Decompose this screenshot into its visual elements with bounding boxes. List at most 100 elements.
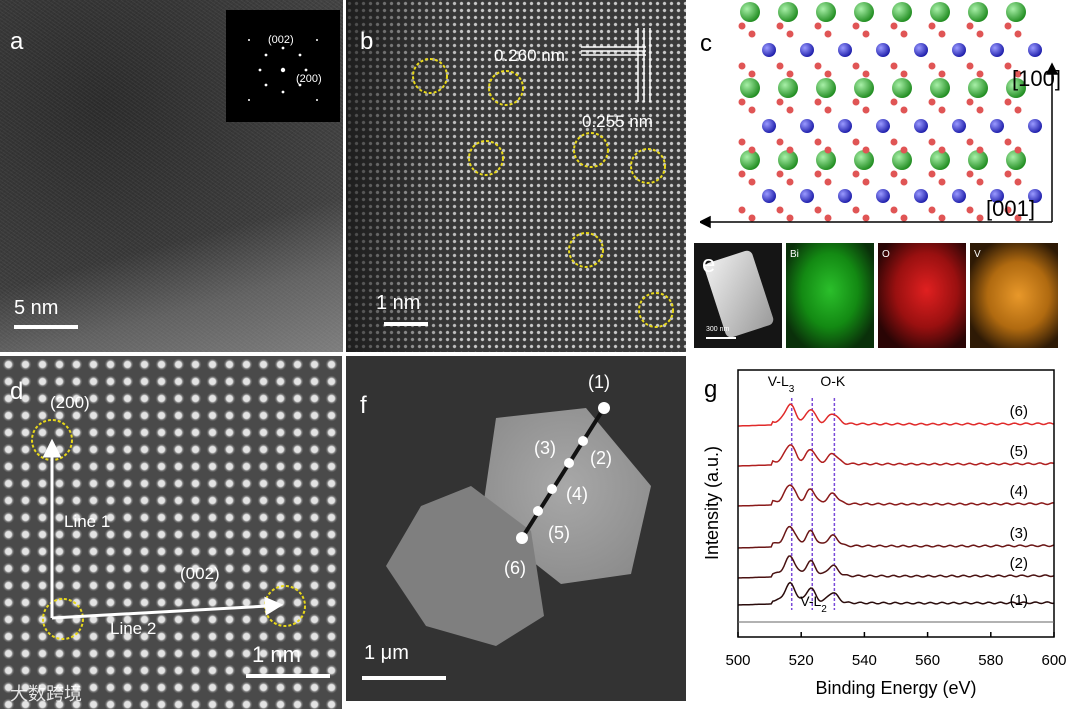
o-atom [814, 170, 822, 178]
bi-atom [930, 2, 950, 22]
o-atom [900, 146, 908, 154]
series-label: (2) [1010, 555, 1028, 572]
o-atom [1004, 138, 1012, 146]
peak-label-v-l3: V-L3 [768, 373, 795, 395]
scale-bar-line [706, 337, 736, 339]
bi-atom [968, 78, 988, 98]
scale-bar-line [384, 322, 428, 326]
o-atom [1004, 22, 1012, 30]
o-atom [890, 22, 898, 30]
o-atom [1014, 146, 1022, 154]
scan-point-4 [547, 484, 557, 494]
map-label-bi: Bi [790, 249, 799, 260]
spectra-lines [737, 403, 1055, 606]
bi-atom [740, 2, 760, 22]
o-atom [890, 206, 898, 214]
o-atom [748, 214, 756, 222]
panel-label-b: b [360, 28, 374, 55]
point-label-1: (1) [588, 372, 610, 392]
o-atom [862, 146, 870, 154]
panel-label-c: c [700, 30, 712, 57]
o-atom [748, 146, 756, 154]
v-map: V [970, 243, 1058, 348]
bi-atom [740, 78, 760, 98]
point-label-4: (4) [566, 484, 588, 504]
bi-atom [1006, 78, 1026, 98]
o-atom [1014, 106, 1022, 114]
x-tick-label: 540 [852, 652, 877, 669]
series-line [737, 484, 1054, 507]
o-atom [862, 30, 870, 38]
crystal-lattice [700, 2, 1059, 229]
v-atom [762, 189, 776, 203]
o-atom [890, 62, 898, 70]
o-atom [1004, 98, 1012, 106]
o-atom [938, 70, 946, 78]
bi-atom [1006, 2, 1026, 22]
o-atom [928, 22, 936, 30]
series-line [738, 403, 1055, 427]
o-atom [862, 178, 870, 186]
o-atom [966, 138, 974, 146]
v-atom [800, 119, 814, 133]
bi-atom [854, 2, 874, 22]
o-atom [966, 22, 974, 30]
o-atom [900, 214, 908, 222]
bi-atom [968, 150, 988, 170]
series-line [737, 581, 1055, 606]
v-atom [838, 189, 852, 203]
o-atom [976, 70, 984, 78]
o-atom [1004, 62, 1012, 70]
bi-atom [740, 150, 760, 170]
series-line [737, 555, 1055, 579]
scale-bar-line [246, 674, 330, 678]
plot-frame [737, 369, 1055, 638]
o-atom [852, 170, 860, 178]
o-atom [776, 206, 784, 214]
o-atom [738, 138, 746, 146]
o-atom [900, 178, 908, 186]
o-atom [786, 178, 794, 186]
plane-label-200: (200) [50, 393, 90, 412]
v-atom [914, 189, 928, 203]
o-atom [776, 98, 784, 106]
particle-image [386, 402, 651, 646]
scale-bar-label: 1 nm [252, 642, 301, 667]
sample-edge [0, 162, 343, 352]
bi-atom [778, 2, 798, 22]
v-atom [800, 189, 814, 203]
fft-inset: (002) (200) [226, 10, 340, 122]
o-atom [786, 146, 794, 154]
d-spacing-label-2: 0.255 nm [582, 112, 653, 131]
v-atom [838, 119, 852, 133]
o-atom [738, 206, 746, 214]
x-tick-label: 500 [725, 652, 750, 669]
scale-bar-label: 1 μm [364, 642, 409, 664]
panel-d-haadf-image: d (200) Line 1 (002) Line 2 1 nm [0, 356, 342, 709]
series-labels: (1) (2) (3) (4) (5) (6) [1010, 403, 1028, 609]
scale-bar-label: 300 nm [706, 326, 730, 333]
o-atom [976, 30, 984, 38]
point-label-6: (6) [504, 558, 526, 578]
scale-bar-line [14, 325, 78, 329]
o-atom [890, 98, 898, 106]
o-atom [814, 206, 822, 214]
v-atom [1028, 119, 1042, 133]
v-atom [914, 43, 928, 57]
scan-point-3 [564, 458, 574, 468]
v-atom [952, 189, 966, 203]
panel-c-crystal-structure: c [100] [001] [700, 0, 1080, 240]
v-atom [990, 43, 1004, 57]
map-label-o: O [882, 249, 890, 260]
x-tick-label: 560 [915, 652, 940, 669]
bi-atom [816, 78, 836, 98]
v-atom [990, 189, 1004, 203]
bi-atom [1006, 150, 1026, 170]
o-atom [966, 170, 974, 178]
o-atom [786, 30, 794, 38]
plane-label-002: (002) [180, 564, 220, 583]
bi-atom [854, 78, 874, 98]
o-atom [776, 138, 784, 146]
o-atom [862, 106, 870, 114]
bi-atom [892, 2, 912, 22]
